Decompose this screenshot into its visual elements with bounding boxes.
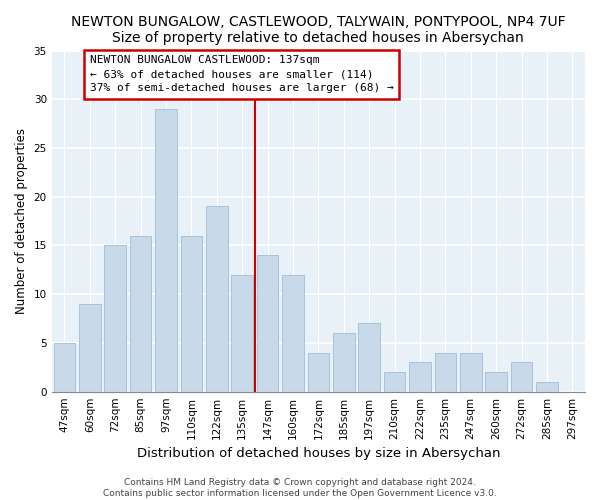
Text: Contains HM Land Registry data © Crown copyright and database right 2024.
Contai: Contains HM Land Registry data © Crown c… (103, 478, 497, 498)
Bar (53, 343, 75, 392)
Bar (511, 362, 532, 392)
X-axis label: Distribution of detached houses by size in Abersychan: Distribution of detached houses by size … (137, 447, 500, 460)
Bar (434, 352, 456, 392)
Bar (333, 333, 355, 392)
Bar (536, 382, 557, 392)
Bar (358, 324, 380, 392)
Bar (308, 352, 329, 392)
Bar (79, 304, 101, 392)
Text: NEWTON BUNGALOW CASTLEWOOD: 137sqm
← 63% of detached houses are smaller (114)
37: NEWTON BUNGALOW CASTLEWOOD: 137sqm ← 63%… (90, 56, 394, 94)
Y-axis label: Number of detached properties: Number of detached properties (15, 128, 28, 314)
Bar (130, 236, 151, 392)
Bar (232, 274, 253, 392)
Bar (384, 372, 406, 392)
Title: NEWTON BUNGALOW, CASTLEWOOD, TALYWAIN, PONTYPOOL, NP4 7UF
Size of property relat: NEWTON BUNGALOW, CASTLEWOOD, TALYWAIN, P… (71, 15, 566, 45)
Bar (409, 362, 431, 392)
Bar (181, 236, 202, 392)
Bar (104, 246, 126, 392)
Bar (485, 372, 507, 392)
Bar (206, 206, 227, 392)
Bar (460, 352, 482, 392)
Bar (282, 274, 304, 392)
Bar (155, 109, 177, 392)
Bar (257, 255, 278, 392)
